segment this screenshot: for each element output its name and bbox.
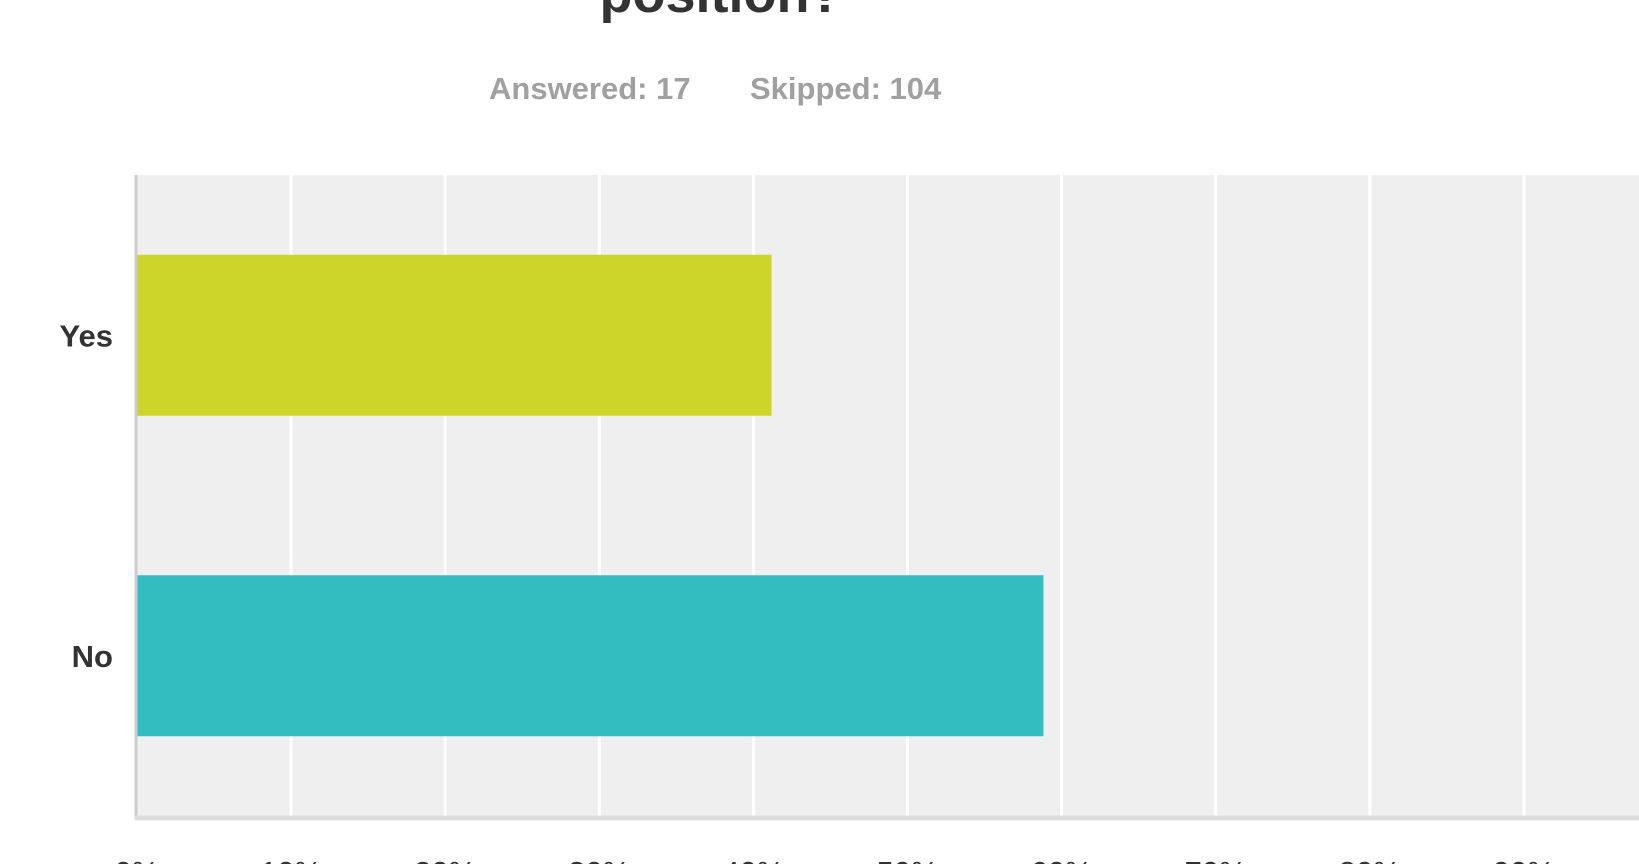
answered-count: Answered: 17 [489, 71, 691, 106]
y-tick-label: Yes [60, 318, 113, 353]
x-tick-label: 20% [414, 855, 476, 864]
bar [137, 254, 772, 416]
x-tick-label: 70% [1185, 855, 1247, 864]
x-tick-label: 40% [722, 855, 784, 864]
x-tick-label: 50% [876, 855, 938, 864]
x-tick-label: 10% [260, 855, 322, 864]
skipped-count: Skipped: 104 [750, 71, 942, 106]
y-tick-label: No [72, 639, 113, 674]
x-tick-label: 30% [568, 855, 630, 864]
chart-title: position? [600, 0, 843, 24]
x-tick-label: 0% [115, 855, 160, 864]
x-tick-label: 60% [1031, 855, 1093, 864]
bar [137, 575, 1044, 737]
x-tick-label: 80% [1339, 855, 1401, 864]
x-tick-label: 90% [1493, 855, 1555, 864]
